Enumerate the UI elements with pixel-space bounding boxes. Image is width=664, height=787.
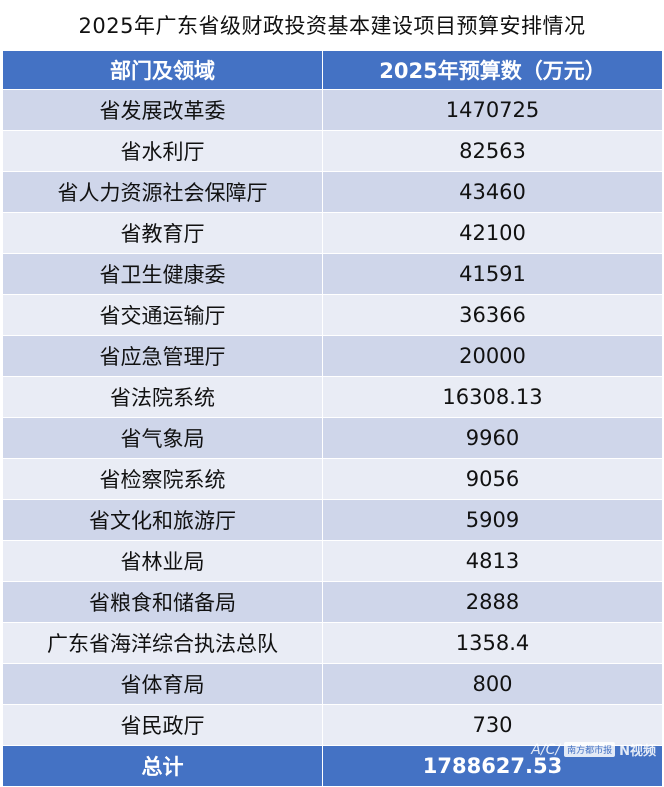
table-row: 省检察院系统 9056 (2, 458, 663, 500)
amount-cell: 9056 (322, 458, 663, 500)
watermark: A/C/ 南方都市报 N视频 (531, 740, 656, 760)
table-row: 省林业局 4813 (2, 540, 663, 582)
table-row: 省文化和旅游厅 5909 (2, 499, 663, 541)
table-row: 省民政厅 730 (2, 704, 663, 746)
department-cell: 省林业局 (2, 540, 323, 582)
watermark-logo: A/C/ (531, 741, 561, 758)
department-cell: 省粮食和储备局 (2, 581, 323, 623)
header-amount: 2025年预算数（万元） (322, 50, 663, 90)
department-cell: 省体育局 (2, 663, 323, 705)
department-cell: 省发展改革委 (2, 89, 323, 131)
amount-cell: 20000 (322, 335, 663, 377)
table-row: 省气象局 9960 (2, 417, 663, 459)
amount-cell: 41591 (322, 253, 663, 295)
table-row: 省教育厅 42100 (2, 212, 663, 254)
amount-cell: 5909 (322, 499, 663, 541)
department-cell: 省气象局 (2, 417, 323, 459)
budget-table: 部门及领域 2025年预算数（万元） 省发展改革委 1470725 省水利厅 8… (2, 50, 663, 787)
header-department: 部门及领域 (2, 50, 323, 90)
amount-cell: 82563 (322, 130, 663, 172)
department-cell: 省交通运输厅 (2, 294, 323, 336)
table-row: 省法院系统 16308.13 (2, 376, 663, 418)
amount-cell: 4813 (322, 540, 663, 582)
amount-cell: 9960 (322, 417, 663, 459)
department-cell: 省应急管理厅 (2, 335, 323, 377)
amount-cell: 16308.13 (322, 376, 663, 418)
table-row: 省卫生健康委 41591 (2, 253, 663, 295)
department-cell: 广东省海洋综合执法总队 (2, 622, 323, 664)
table-header-row: 部门及领域 2025年预算数（万元） (2, 50, 663, 90)
amount-cell: 1358.4 (322, 622, 663, 664)
department-cell: 省文化和旅游厅 (2, 499, 323, 541)
amount-cell: 2888 (322, 581, 663, 623)
amount-cell: 36366 (322, 294, 663, 336)
department-cell: 省检察院系统 (2, 458, 323, 500)
department-cell: 省教育厅 (2, 212, 323, 254)
watermark-newspaper: 南方都市报 (564, 742, 616, 757)
table-row: 省体育局 800 (2, 663, 663, 705)
department-cell: 省水利厅 (2, 130, 323, 172)
department-cell: 省人力资源社会保障厅 (2, 171, 323, 213)
table-row: 省应急管理厅 20000 (2, 335, 663, 377)
department-cell: 省民政厅 (2, 704, 323, 746)
watermark-brand: N视频 (619, 744, 656, 759)
total-label: 总计 (2, 745, 323, 787)
amount-cell: 800 (322, 663, 663, 705)
table-row: 省粮食和储备局 2888 (2, 581, 663, 623)
amount-cell: 730 (322, 704, 663, 746)
table-row: 省人力资源社会保障厅 43460 (2, 171, 663, 213)
table-row: 省交通运输厅 36366 (2, 294, 663, 336)
department-cell: 省法院系统 (2, 376, 323, 418)
amount-cell: 43460 (322, 171, 663, 213)
page-title: 2025年广东省级财政投资基本建设项目预算安排情况 (78, 14, 586, 38)
amount-cell: 1470725 (322, 89, 663, 131)
amount-cell: 42100 (322, 212, 663, 254)
table-row: 广东省海洋综合执法总队 1358.4 (2, 622, 663, 664)
table-row: 省发展改革委 1470725 (2, 89, 663, 131)
table-body: 省发展改革委 1470725 省水利厅 82563 省人力资源社会保障厅 434… (2, 89, 663, 787)
table-row: 省水利厅 82563 (2, 130, 663, 172)
department-cell: 省卫生健康委 (2, 253, 323, 295)
